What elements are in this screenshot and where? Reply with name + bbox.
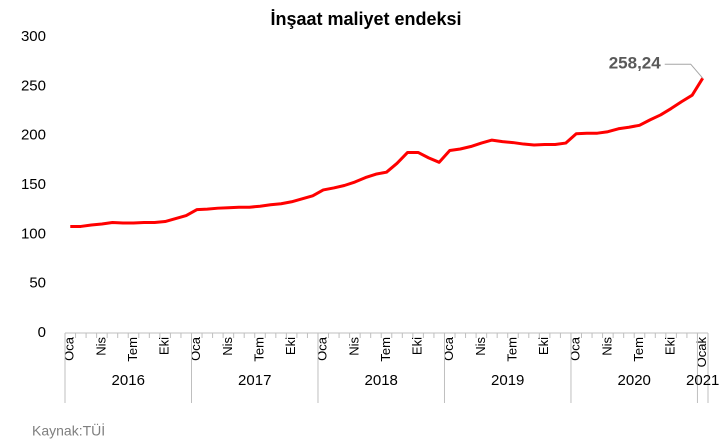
- group-label: 2018: [365, 372, 398, 389]
- x-tick-label: Oca: [441, 336, 456, 361]
- x-tick-label: Tem: [631, 337, 646, 362]
- x-tick-label: Oca: [62, 336, 77, 361]
- x-tick-label: Tem: [378, 337, 393, 362]
- line-series: [70, 77, 705, 228]
- y-tick-label: 250: [21, 77, 46, 94]
- x-tick-label: Ocak: [694, 337, 709, 368]
- x-tick-label: Tem: [504, 337, 519, 362]
- y-tick-label: 150: [21, 176, 46, 193]
- group-label: 2016: [112, 372, 145, 389]
- x-tick-label: Tem: [251, 337, 266, 362]
- group-label: 2017: [238, 372, 271, 389]
- y-tick-label: 300: [21, 28, 46, 45]
- y-tick-label: 200: [21, 127, 46, 144]
- x-tick-label: Oca: [315, 336, 330, 361]
- x-tick-label: Tem: [125, 337, 140, 362]
- x-tick-label: Oca: [568, 336, 583, 361]
- group-label: 2020: [618, 372, 651, 389]
- x-tick-label: Nis: [93, 337, 108, 356]
- y-tick-label: 0: [38, 324, 46, 341]
- data-label: 258,24: [609, 54, 662, 73]
- x-tick-label: Eki: [410, 337, 425, 355]
- source: Kaynak:TÜİ: [32, 422, 105, 439]
- leader-line: [664, 63, 704, 79]
- x-tick-label: Eki: [157, 337, 172, 355]
- group-label: 2021: [686, 372, 719, 389]
- x-tick-label: Nis: [220, 337, 235, 356]
- x-tick-label: Eki: [663, 337, 678, 355]
- x-tick-label: Eki: [283, 337, 298, 355]
- chart-title: İnşaat maliyet endeksi: [270, 9, 461, 29]
- y-tick-label: 50: [29, 275, 46, 292]
- x-tick-label: Oca: [188, 336, 203, 361]
- x-tick-label: Nis: [473, 337, 488, 356]
- x-tick-label: Nis: [346, 337, 361, 356]
- x-tick-label: Nis: [599, 337, 614, 356]
- y-tick-label: 100: [21, 225, 46, 242]
- group-label: 2019: [491, 372, 524, 389]
- x-tick-label: Eki: [536, 337, 551, 355]
